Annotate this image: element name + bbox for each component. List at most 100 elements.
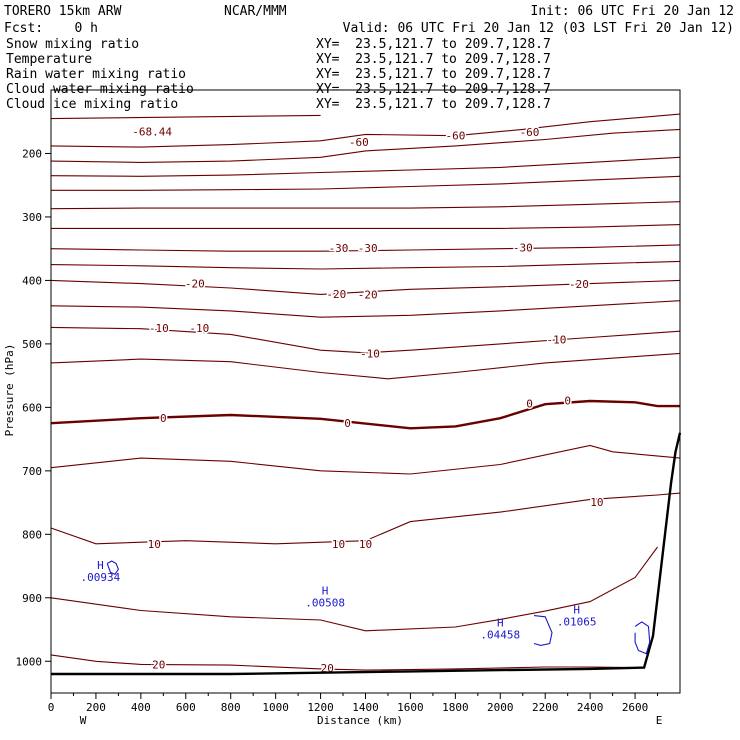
isotherm-label: -20 bbox=[358, 288, 378, 301]
isotherm-label: 0 bbox=[564, 394, 571, 407]
x-tick-label: 2400 bbox=[577, 701, 604, 714]
y-tick-label: 500 bbox=[22, 338, 42, 351]
isotherm-label: 0 bbox=[344, 417, 351, 430]
y-tick-label: 800 bbox=[22, 528, 42, 541]
legend: Snow mixing ratio Temperature Rain water… bbox=[6, 37, 551, 112]
legend-temperature-xy: XY= 23.5,121.7 to 209.7,128.7 bbox=[316, 52, 551, 67]
y-tick-label: 200 bbox=[22, 147, 42, 160]
isotherm-label: -20 bbox=[569, 278, 589, 291]
isotherm-label: -20 bbox=[185, 278, 205, 291]
isotherm--20 bbox=[50, 279, 681, 295]
isotherm-20 bbox=[50, 654, 636, 671]
legend-snow-xy: XY= 23.5,121.7 to 209.7,128.7 bbox=[316, 37, 551, 52]
cloud-max-marker: H bbox=[573, 604, 580, 617]
isotherm-label: -30 bbox=[329, 242, 349, 255]
x-tick-label: 1800 bbox=[442, 701, 469, 714]
isotherm--68.44 bbox=[50, 114, 321, 120]
init-time: Init: 06 UTC Fri 20 Jan 12 bbox=[531, 4, 735, 19]
isotherm--10 bbox=[50, 326, 681, 354]
cloud-max-marker: H bbox=[497, 616, 504, 629]
terrain-surface bbox=[51, 432, 682, 676]
y-tick-label: 700 bbox=[22, 465, 42, 478]
x-tick-label: 0 bbox=[48, 701, 55, 714]
cloud-water-contour bbox=[533, 615, 553, 646]
isotherm--40 bbox=[50, 201, 681, 210]
cloud-max-value: .00934 bbox=[81, 571, 121, 584]
legend-snow: Snow mixing ratio bbox=[6, 37, 139, 52]
temperature-isotherms bbox=[50, 113, 681, 671]
isotherm-label: -30 bbox=[513, 241, 533, 254]
x-tick-label: 1200 bbox=[307, 701, 334, 714]
y-tick-label: 600 bbox=[22, 401, 42, 414]
isotherm-label: -20 bbox=[326, 288, 346, 301]
isotherm-label: 10 bbox=[332, 538, 345, 551]
x-tick-label: 1000 bbox=[262, 701, 289, 714]
y-tick-label: 1000 bbox=[16, 655, 43, 668]
y-axis: 200 300 400 500 600 700 800 900 1000 bbox=[16, 147, 51, 668]
isotherm--5 bbox=[50, 352, 681, 380]
x-tick-label: 1600 bbox=[397, 701, 424, 714]
y-axis-label: Pressure (hPa) bbox=[3, 344, 16, 437]
isotherm-label: -60 bbox=[349, 136, 369, 149]
isotherm--65 bbox=[50, 113, 681, 148]
x-axis-east-label: E bbox=[656, 714, 663, 727]
x-axis-west-label: W bbox=[80, 714, 87, 727]
isotherm-0 bbox=[50, 399, 680, 430]
isotherm-label: -10 bbox=[149, 322, 169, 335]
cloud-max-value: .00508 bbox=[305, 597, 345, 610]
isotherm-label: 10 bbox=[148, 538, 161, 551]
x-axis-label: Distance (km) bbox=[317, 714, 403, 727]
x-tick-label: 1400 bbox=[352, 701, 379, 714]
x-tick-label: 2600 bbox=[622, 701, 649, 714]
cloud-water-contour bbox=[634, 621, 651, 655]
isotherm-label: 0 bbox=[526, 398, 533, 411]
isotherm--25 bbox=[50, 260, 681, 270]
cloud-max-marker: H bbox=[322, 585, 329, 598]
x-tick-label: 600 bbox=[176, 701, 196, 714]
y-tick-label: 300 bbox=[22, 211, 42, 224]
cloud-max-value: .04458 bbox=[480, 628, 520, 641]
legend-rain: Rain water mixing ratio bbox=[6, 67, 186, 82]
legend-rain-xy: XY= 23.5,121.7 to 209.7,128.7 bbox=[316, 67, 551, 82]
valid-time: Valid: 06 UTC Fri 20 Jan 12 (03 LST Fri … bbox=[343, 21, 734, 36]
isotherm-15 bbox=[50, 546, 658, 632]
cloud-water-contour bbox=[106, 560, 120, 575]
model-title: TORERO 15km ARW bbox=[4, 4, 122, 19]
isotherm-label: -60 bbox=[445, 130, 465, 143]
isotherm-label: -10 bbox=[546, 334, 566, 347]
isotherm-label: 10 bbox=[359, 538, 372, 551]
legend-cloud-ice: Cloud ice mixing ratio bbox=[6, 97, 178, 112]
isotherm-5 bbox=[50, 444, 681, 475]
ground-surface-line bbox=[51, 432, 682, 676]
isotherm--35 bbox=[51, 224, 681, 229]
isotherm-label: -30 bbox=[358, 242, 378, 255]
y-tick-label: 900 bbox=[22, 592, 42, 605]
cloud-max-marker: H bbox=[97, 559, 104, 572]
legend-cloud-ice-xy: XY= 23.5,121.7 to 209.7,128.7 bbox=[316, 97, 551, 112]
isotherm-labels: -68.44 -60 -60 -60 -30 -30 -30 -20 -20 -20 -20 -10 -… bbox=[131, 124, 605, 677]
isotherm-label: -10 bbox=[189, 322, 209, 335]
isotherm-label: -68.44 bbox=[132, 125, 172, 138]
isotherm--50 bbox=[51, 175, 681, 191]
isotherm-label: -10 bbox=[360, 347, 380, 360]
x-axis: 0 200 400 600 800 1000 1200 1400 1600 1800 2000 220… bbox=[48, 693, 659, 714]
isotherm-label: 0 bbox=[160, 412, 167, 425]
x-tick-label: 2000 bbox=[487, 701, 514, 714]
isotherm-label: -60 bbox=[520, 126, 540, 139]
isotherm-10 bbox=[50, 492, 681, 545]
isotherm-label: 10 bbox=[590, 496, 603, 509]
isotherm--60 bbox=[50, 128, 681, 163]
forecast-hour: Fcst: 0 h bbox=[4, 21, 98, 36]
center-title: NCAR/MMM bbox=[224, 4, 287, 19]
x-tick-label: 800 bbox=[221, 701, 241, 714]
isotherm--30 bbox=[50, 244, 681, 252]
x-tick-label: 2200 bbox=[532, 701, 559, 714]
isotherm--55 bbox=[50, 156, 681, 177]
cloud-max-value: .01065 bbox=[557, 616, 597, 629]
isotherm--15 bbox=[50, 300, 681, 318]
legend-temperature: Temperature bbox=[6, 52, 92, 67]
x-tick-label: 200 bbox=[86, 701, 106, 714]
y-tick-label: 400 bbox=[22, 274, 42, 287]
